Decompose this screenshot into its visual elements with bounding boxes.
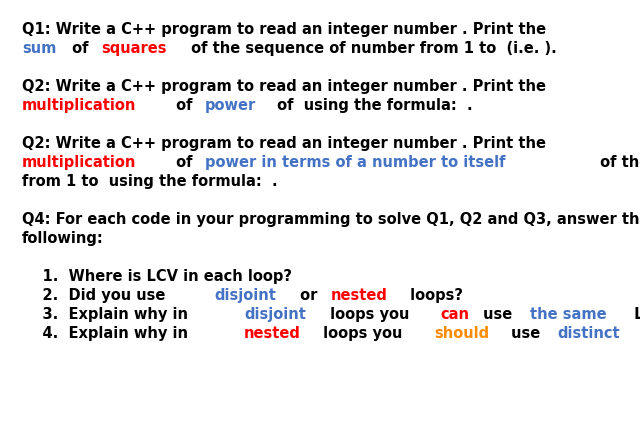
- Text: 2.  Did you use: 2. Did you use: [22, 288, 170, 303]
- Text: power: power: [205, 98, 257, 113]
- Text: multiplication: multiplication: [22, 155, 136, 170]
- Text: or: or: [295, 288, 323, 303]
- Text: LCVs for each loop?: LCVs for each loop?: [638, 326, 640, 341]
- Text: Q2: Write a C++ program to read an integer number . Print the: Q2: Write a C++ program to read an integ…: [22, 136, 551, 151]
- Text: use: use: [479, 307, 518, 322]
- Text: can: can: [441, 307, 470, 322]
- Text: Q4: For each code in your programming to solve Q1, Q2 and Q3, answer the: Q4: For each code in your programming to…: [22, 212, 640, 227]
- Text: power in terms of a number to itself: power in terms of a number to itself: [205, 155, 506, 170]
- Text: use: use: [506, 326, 545, 341]
- Text: squares: squares: [101, 41, 167, 56]
- Text: Q2: Write a C++ program to read an integer number . Print the: Q2: Write a C++ program to read an integ…: [22, 79, 551, 94]
- Text: loops you: loops you: [324, 307, 414, 322]
- Text: the same: the same: [530, 307, 606, 322]
- Text: Q1: Write a C++ program to read an integer number . Print the: Q1: Write a C++ program to read an integ…: [22, 22, 551, 37]
- Text: of the sequence of number: of the sequence of number: [595, 155, 640, 170]
- Text: of: of: [170, 155, 197, 170]
- Text: 1.  Where is LCV in each loop?: 1. Where is LCV in each loop?: [22, 269, 292, 284]
- Text: of  using the formula:  .: of using the formula: .: [271, 98, 472, 113]
- Text: loops you: loops you: [318, 326, 408, 341]
- Text: following:: following:: [22, 231, 104, 246]
- Text: loops?: loops?: [404, 288, 463, 303]
- Text: disjoint: disjoint: [215, 288, 276, 303]
- Text: of the sequence of number from 1 to  (i.e. ).: of the sequence of number from 1 to (i.e…: [186, 41, 557, 56]
- Text: disjoint: disjoint: [244, 307, 306, 322]
- Text: of: of: [67, 41, 93, 56]
- Text: sum: sum: [22, 41, 56, 56]
- Text: nested: nested: [331, 288, 388, 303]
- Text: 4.  Explain why in: 4. Explain why in: [22, 326, 193, 341]
- Text: 3.  Explain why in: 3. Explain why in: [22, 307, 193, 322]
- Text: nested: nested: [244, 326, 301, 341]
- Text: multiplication: multiplication: [22, 98, 136, 113]
- Text: should: should: [435, 326, 490, 341]
- Text: LCV for each loop?: LCV for each loop?: [629, 307, 640, 322]
- Text: distinct: distinct: [557, 326, 620, 341]
- Text: from 1 to  using the formula:  .: from 1 to using the formula: .: [22, 174, 278, 189]
- Text: of: of: [170, 98, 197, 113]
